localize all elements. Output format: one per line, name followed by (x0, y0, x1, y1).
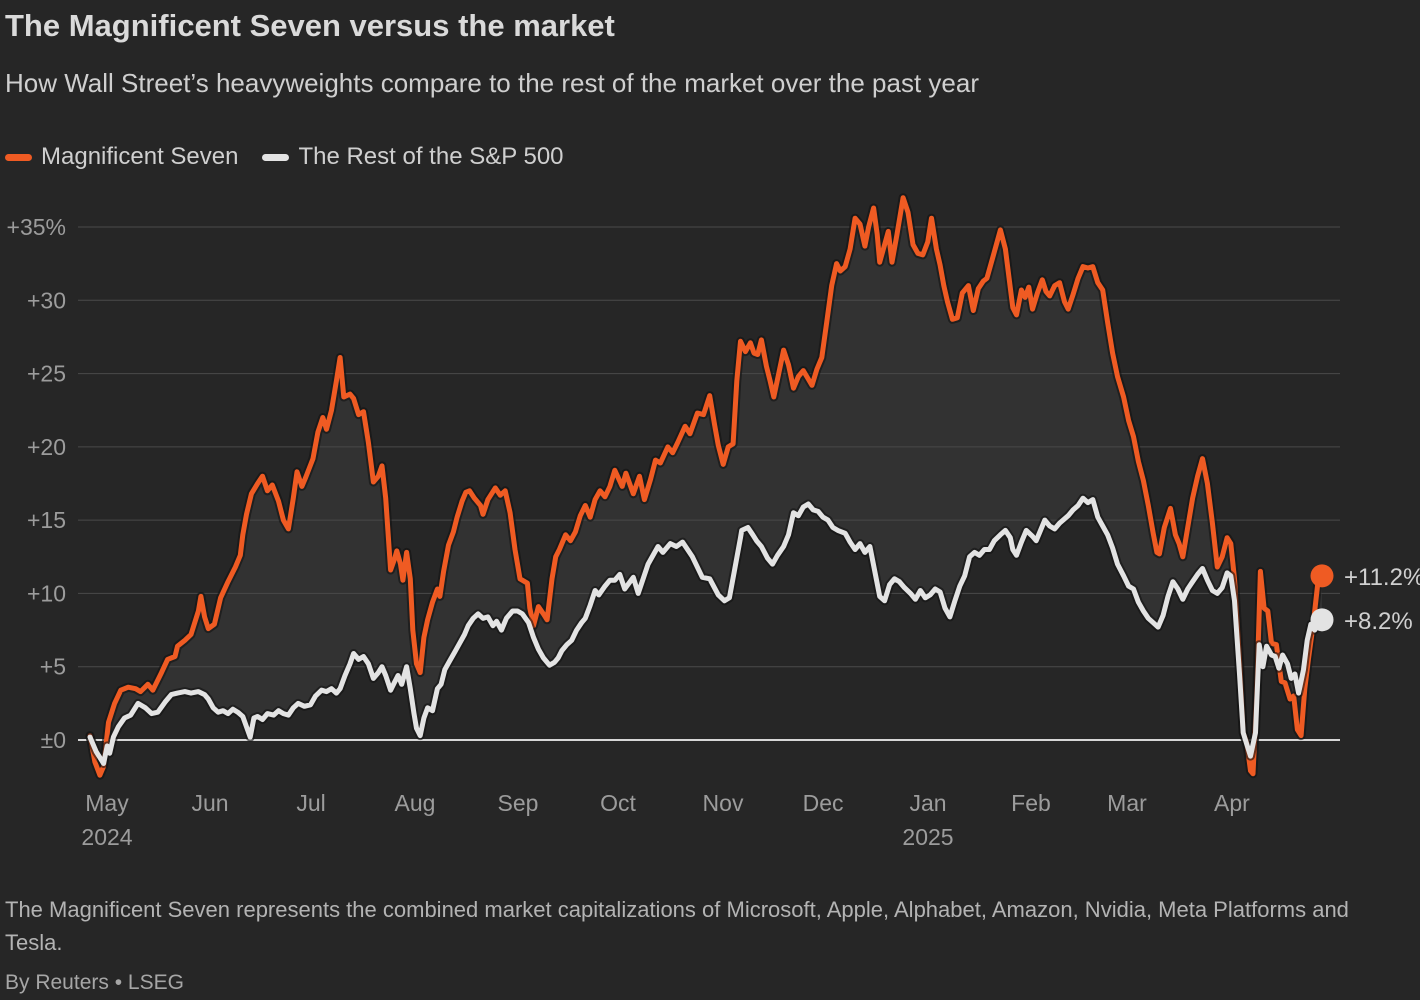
y-axis-label: +10 (27, 580, 66, 606)
legend-label: Magnificent Seven (41, 143, 239, 170)
page-title: The Magnificent Seven versus the market (5, 8, 615, 43)
x-axis-label: Oct (600, 790, 636, 816)
series-end-value-magnificent-seven: +11.2% (1344, 564, 1420, 591)
series-line-magnificent-seven (87, 195, 1325, 778)
source-attribution: By Reuters • LSEG (5, 971, 184, 994)
x-axis-label: May (85, 790, 129, 816)
series-line-the-rest-of-the-s-p-500 (87, 495, 1325, 766)
x-axis-label: Jun (191, 790, 228, 816)
between-series-fill (90, 197, 1322, 776)
y-axis-label: +30 (27, 287, 66, 313)
y-axis-label: +15 (27, 507, 66, 533)
chart-subtitle: How Wall Street’s heavyweights compare t… (5, 68, 979, 98)
x-axis-label: Jul (296, 790, 325, 816)
x-axis-label: Feb (1011, 790, 1051, 816)
y-axis-label: +25 (27, 361, 66, 387)
series-end-value-the-rest-of-the-s-p-500: +8.2% (1344, 608, 1413, 635)
y-axis-label: +35% (7, 214, 66, 240)
x-axis-label: Sep (498, 790, 539, 816)
chart-legend: Magnificent Seven The Rest of the S&P 50… (5, 143, 588, 171)
x-axis-year-label: 2024 (81, 824, 132, 850)
x-axis-label: Jan (909, 790, 946, 816)
x-axis-label: Dec (803, 790, 844, 816)
x-axis-label: Mar (1107, 790, 1147, 816)
legend-label: The Rest of the S&P 500 (298, 143, 564, 170)
y-axis-label: +5 (40, 654, 66, 680)
x-axis-label: Nov (703, 790, 744, 816)
x-axis-label: Apr (1214, 790, 1250, 816)
chart-footnote: The Magnificent Seven represents the com… (5, 897, 1349, 955)
legend-item-magnificent-seven: Magnificent Seven (5, 143, 238, 171)
y-axis-label: +20 (27, 434, 66, 460)
series-end-dot-the-rest-of-the-s-p-500 (1310, 608, 1334, 632)
x-axis-year-label: 2025 (902, 824, 953, 850)
legend-swatch-orange-icon (5, 153, 32, 161)
series-end-dot-magnificent-seven (1310, 564, 1334, 588)
x-axis-label: Aug (395, 790, 436, 816)
legend-item-rest-of-sp500: The Rest of the S&P 500 (262, 143, 564, 171)
legend-swatch-white-icon (262, 153, 290, 161)
y-axis-label: ±0 (41, 727, 66, 753)
